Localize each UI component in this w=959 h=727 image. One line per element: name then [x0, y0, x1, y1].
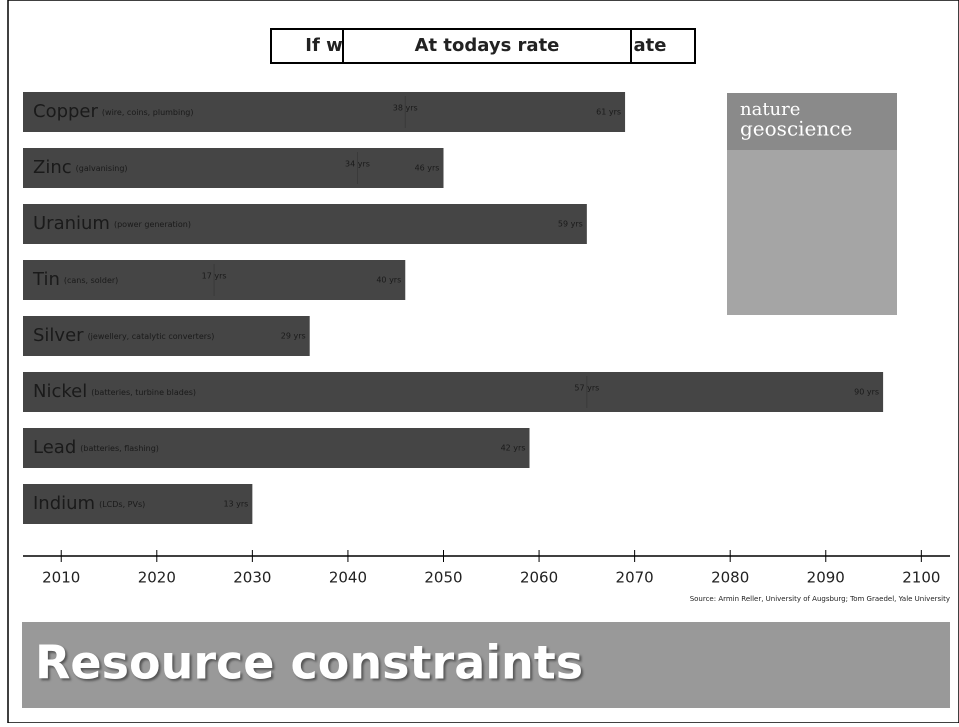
x-tick-label: 2040	[329, 569, 367, 587]
category-note: (jewellery, catalytic converters)	[88, 332, 215, 341]
value-label: 46 yrs	[415, 164, 440, 173]
value-label: 90 yrs	[854, 388, 879, 397]
value-label: 29 yrs	[281, 332, 306, 341]
category-note: (galvanising)	[76, 164, 128, 173]
category-note: (power generation)	[114, 220, 191, 229]
slide: If w At todays rate ate nature geoscienc…	[0, 0, 959, 723]
x-tick-label: 2030	[233, 569, 271, 587]
source: Source: Armin Reller, University of Augs…	[690, 595, 950, 603]
footer-title: Resource constraints	[35, 636, 583, 690]
category: Indium	[33, 493, 95, 514]
legend-label: At todays rate	[415, 35, 560, 56]
alt-value-label: 57 yrs	[574, 384, 599, 393]
category: Uranium	[33, 213, 110, 234]
x-tick-label: 2100	[902, 569, 940, 587]
category: Silver	[33, 325, 84, 346]
alt-value-label: 38 yrs	[393, 104, 418, 113]
legend-label: ate	[634, 35, 667, 56]
value-label: 40 yrs	[376, 276, 401, 285]
alt-value-label: 17 yrs	[202, 272, 227, 281]
legend-label: If w	[305, 35, 342, 56]
category-note: (LCDs, PVs)	[99, 500, 145, 509]
category: Zinc	[33, 157, 72, 178]
category: Nickel	[33, 381, 87, 402]
value-label: 13 yrs	[223, 500, 248, 509]
category-note: (wire, coins, plumbing)	[102, 108, 194, 117]
x-tick-label: 2090	[807, 569, 845, 587]
value-label: 42 yrs	[501, 444, 526, 453]
x-tick-label: 2060	[520, 569, 558, 587]
value-label: 59 yrs	[558, 220, 583, 229]
x-tick-label: 2010	[42, 569, 80, 587]
category: Tin	[32, 269, 60, 290]
category-note: (cans, solder)	[64, 276, 118, 285]
category: Copper	[33, 101, 99, 122]
cover-title: geoscience	[740, 117, 852, 141]
x-tick-label: 2050	[424, 569, 462, 587]
x-tick-label: 2020	[138, 569, 176, 587]
category-note: (batteries, turbine blades)	[91, 388, 196, 397]
alt-value-label: 34 yrs	[345, 160, 370, 169]
cover-image	[727, 150, 897, 315]
x-tick-label: 2070	[616, 569, 654, 587]
x-tick-label: 2080	[711, 569, 749, 587]
category-note: (batteries, flashing)	[80, 444, 159, 453]
category: Lead	[33, 437, 76, 458]
value-label: 61 yrs	[596, 108, 621, 117]
